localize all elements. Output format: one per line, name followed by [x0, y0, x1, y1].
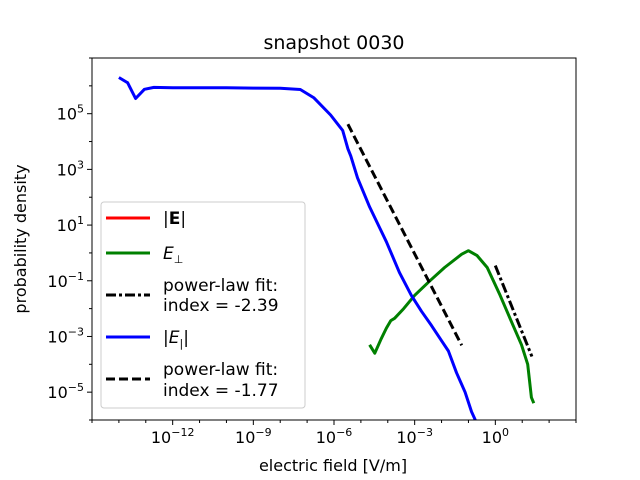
- legend-label-2: power-law fit:: [163, 276, 278, 296]
- y-tick-label: 105: [57, 103, 84, 124]
- x-tick-label: 10−9: [235, 426, 272, 447]
- series-line-3-e: [118, 76, 477, 420]
- legend-label-3: |E||: [163, 328, 189, 350]
- tick-layer: 10−12 10−9 10−6 10−3 100 10−5 10−3 10−1 101 103 10…: [47, 57, 577, 447]
- x-tick-label: 100: [482, 426, 509, 447]
- y-tick-label: 10−1: [47, 270, 84, 291]
- legend-box: [100, 201, 306, 409]
- y-tick-label: 101: [57, 214, 84, 235]
- legend: |E|E⊥power-law fit:index = -2.39|E||powe…: [100, 201, 306, 409]
- x-axis-label: electric field [V/m]: [259, 456, 407, 475]
- plot-frame: [91, 57, 577, 421]
- y-tick-label: 10−5: [47, 381, 84, 402]
- legend-label-4: index = -1.77: [163, 381, 279, 401]
- x-tick-label: 10−6: [316, 426, 353, 447]
- series-line-4-power-law-fit-index-1-77: [346, 123, 464, 346]
- y-tick-label: 10−3: [47, 325, 84, 346]
- legend-label-4: power-law fit:: [163, 360, 278, 380]
- x-tick-label: 10−12: [151, 426, 195, 447]
- series-line-2-power-law-fit-index-2-39: [493, 265, 534, 358]
- y-axis-label: probability density: [11, 164, 30, 313]
- x-tick-label: 10−3: [396, 426, 433, 447]
- series-layer: [118, 76, 536, 420]
- legend-label-1: E⊥: [163, 244, 183, 266]
- legend-label-0: |E|: [163, 209, 186, 229]
- y-tick-label: 103: [57, 158, 84, 179]
- chart-title: snapshot 0030: [263, 32, 404, 54]
- series-line-1-e: [368, 249, 536, 404]
- legend-label-2: index = -2.39: [163, 296, 279, 316]
